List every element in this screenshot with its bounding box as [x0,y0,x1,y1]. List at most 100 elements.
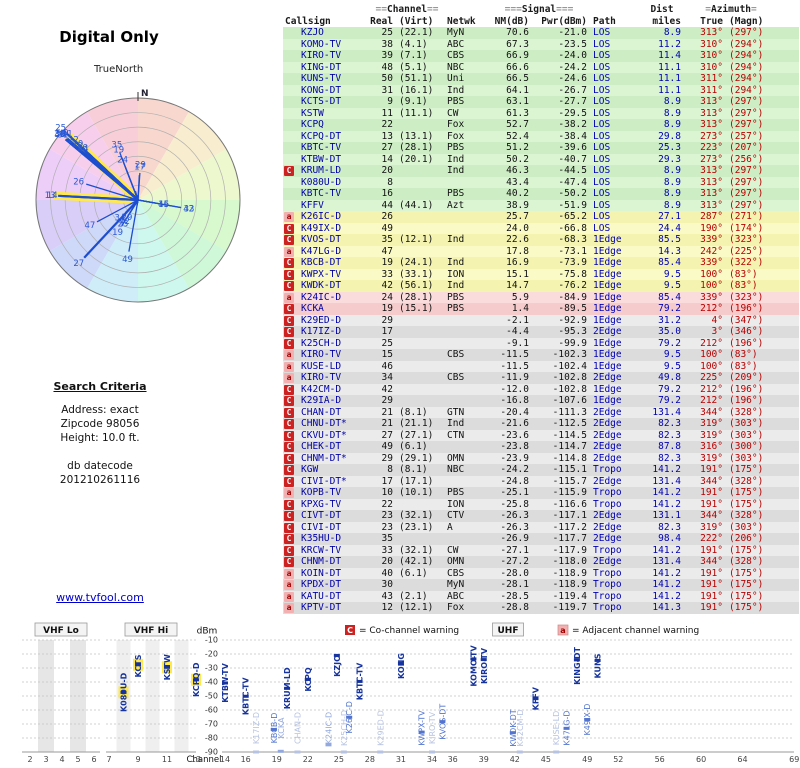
callsign-cell[interactable]: KFFV [301,199,324,211]
network-cell: MyN [447,27,465,38]
co-channel-warning-badge: C [284,442,294,452]
nm-cell: 52.7 [506,119,529,130]
adjacent-channel-warning-badge: a [284,568,294,579]
callsign-cell[interactable]: KWDK-DT [301,280,342,291]
header-distance: miles [652,15,681,27]
station-callsign-label: KRUM-LD [283,667,292,709]
radar-channel-label: 31 [58,130,69,140]
callsign-cell[interactable]: KPDX-DT [301,579,342,590]
callsign-cell[interactable]: KUNS-TV [301,73,342,84]
warning-cell: C [283,257,299,269]
channel-tick-label: 11 [162,755,172,764]
callsign-cell[interactable]: KPXG-TV [301,498,342,510]
callsign-cell[interactable]: K24IC-D [301,291,342,303]
callsign-cell[interactable]: CHAN-DT [301,406,342,418]
azimuth-magnetic-cell: (175°) [729,544,764,556]
header-virtual-channel: (Virt) [399,15,434,27]
adjacent-channel-warning-badge: a [284,212,294,222]
callsign-cell[interactable]: KGW [301,464,319,475]
azimuth-magnetic-cell: (257°) [729,130,764,142]
table-row: C CIVI-DT* 17 (17.1) -24.8 -115.7 2Edge 131.4 34… [283,475,799,487]
power-cell: -119.4 [552,590,587,602]
dbm-tick-label: -80 [205,734,218,743]
path-cell: LOS [593,61,611,73]
real-channel-cell: 8 [387,176,393,188]
virtual-channel-cell [397,188,445,200]
callsign-cell[interactable]: K080U-D [301,176,342,188]
callsign-cell[interactable]: K35HU-D [301,533,342,544]
station-callsign-label: K25CH-D [340,710,349,746]
callsign-cell[interactable]: KPTV-DT [301,602,342,613]
callsign-cell[interactable]: CIVT-DT [301,510,342,521]
path-cell: 2Edge [593,418,622,429]
azimuth-true-cell: 191° [700,602,723,613]
callsign-cell[interactable]: KOMO-TV [301,38,342,50]
virtual-channel-cell: (13.1) [399,130,434,142]
callsign-cell[interactable]: K17IZ-D [301,326,342,337]
distance-cell: 131.4 [652,406,681,418]
callsign-cell[interactable]: KBTC-TV [301,188,342,199]
station-callsign-label: KCPQ [304,667,313,692]
callsign-cell[interactable]: KING-DT [301,61,342,73]
azimuth-true-cell: 344° [700,510,723,521]
radar-spoke [136,199,139,204]
callsign-cell[interactable]: KUSE-LD [301,360,342,372]
callsign-cell[interactable]: KOPB-TV [301,487,342,498]
callsign-cell[interactable]: CHEK-DT [301,441,342,452]
callsign-cell[interactable]: KIRO-TV [301,50,342,61]
power-cell: -118.9 [552,579,587,590]
station-callsign-label: KUSE-LD [552,711,561,746]
real-channel-cell: 27 [381,429,393,441]
nm-cell: 63.1 [506,96,529,107]
callsign-cell[interactable]: KRUM-LD [301,165,342,176]
callsign-cell[interactable]: KSTW [301,107,324,119]
callsign-cell[interactable]: CIVI-DT [301,521,342,533]
callsign-cell[interactable]: CKVU-DT* [301,429,347,441]
station-marker [573,658,580,662]
station-callsign-label: KOMO-TV [469,645,478,687]
adjacent-channel-warning-badge: a [284,591,294,602]
callsign-cell[interactable]: K42CM-D [301,383,342,395]
callsign-cell[interactable]: CIVI-DT* [301,475,347,487]
tvfool-link[interactable]: www.tvfool.com [56,591,144,604]
callsign-cell[interactable]: K29IA-D [301,395,342,406]
azimuth-magnetic-cell: (297°) [729,165,764,176]
callsign-cell[interactable]: K25CH-D [301,337,342,349]
callsign-cell[interactable]: KCKA [301,303,324,314]
callsign-cell[interactable]: KRCW-TV [301,544,342,556]
table-row: C CKVU-DT* 27 (27.1) CTN -23.6 -114.5 2Edge 82.3… [283,429,799,441]
callsign-cell[interactable]: CHNU-DT* [301,418,347,429]
callsign-cell[interactable]: K47LG-D [301,245,342,257]
callsign-cell[interactable]: KIRO-TV [301,372,342,383]
callsign-cell[interactable]: KWPX-TV [301,268,342,280]
real-channel-cell: 33 [381,268,393,280]
radar-channel-label: 24 [117,155,128,165]
station-callsign-label: KVOS-DT [438,704,447,740]
distance-cell: 11.4 [658,50,681,61]
callsign-cell[interactable]: KZJO [301,27,324,38]
callsign-cell[interactable]: KCPQ-DT [301,130,342,142]
nm-cell: 66.6 [506,61,529,73]
callsign-cell[interactable]: KTBW-DT [301,153,342,165]
callsign-cell[interactable]: KOIN-DT [301,567,342,579]
path-cell: 1Edge [593,257,622,268]
nm-cell: -23.6 [500,429,529,441]
callsign-cell[interactable]: KBTC-TV [301,142,342,153]
callsign-cell[interactable]: K29ED-D [301,314,342,326]
callsign-cell[interactable]: K26IC-D [301,211,342,222]
virtual-channel-cell [397,579,445,591]
callsign-cell[interactable]: KCTS-DT [301,96,342,107]
power-cell: -47.4 [558,176,587,188]
callsign-cell[interactable]: K49IX-D [301,222,342,234]
callsign-cell[interactable]: KONG-DT [301,84,342,96]
station-callsign-label: KWDK-DT [509,709,518,746]
callsign-cell[interactable]: CHNM-DT* [301,452,347,464]
callsign-cell[interactable]: KVOS-DT [301,234,342,245]
network-cell: OMN [447,556,465,567]
co-channel-warning-badge: C [284,281,294,291]
callsign-cell[interactable]: KCPQ [301,119,324,130]
callsign-cell[interactable]: KIRO-TV [301,349,342,360]
callsign-cell[interactable]: CHNM-DT [301,556,342,567]
callsign-cell[interactable]: KBCB-DT [301,257,342,268]
callsign-cell[interactable]: KATU-DT [301,590,342,602]
